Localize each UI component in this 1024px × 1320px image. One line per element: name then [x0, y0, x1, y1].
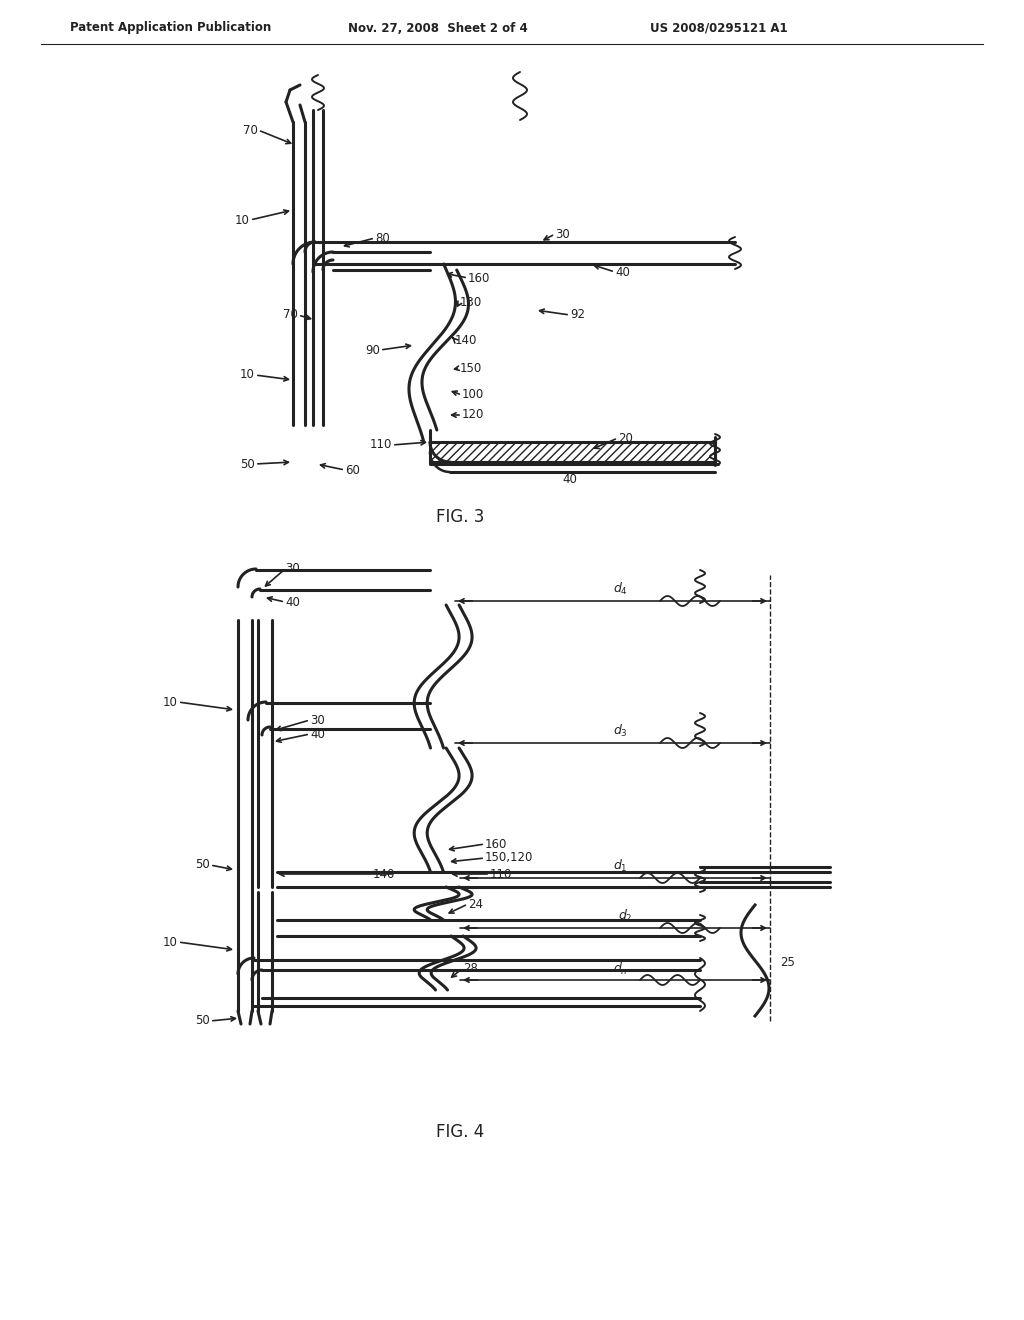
Text: 28: 28 — [463, 961, 478, 974]
Text: 90: 90 — [366, 343, 380, 356]
Text: 80: 80 — [375, 231, 390, 244]
Text: FIG. 4: FIG. 4 — [436, 1123, 484, 1140]
Text: 10: 10 — [236, 214, 250, 227]
Text: 60: 60 — [345, 463, 359, 477]
Text: 92: 92 — [570, 309, 585, 322]
Text: $d_3$: $d_3$ — [612, 723, 628, 739]
Text: 110: 110 — [370, 438, 392, 451]
Text: 30: 30 — [310, 714, 325, 726]
Text: 40: 40 — [562, 473, 578, 486]
Text: 40: 40 — [615, 265, 630, 279]
Text: 40: 40 — [285, 595, 300, 609]
Text: $d_4$: $d_4$ — [612, 581, 628, 597]
Text: 150: 150 — [460, 362, 482, 375]
Text: Patent Application Publication: Patent Application Publication — [70, 21, 271, 34]
Text: 130: 130 — [460, 296, 482, 309]
Text: 160: 160 — [485, 837, 507, 850]
Text: 110: 110 — [490, 867, 512, 880]
Text: 70: 70 — [283, 309, 298, 322]
Text: 160: 160 — [468, 272, 490, 285]
Text: US 2008/0295121 A1: US 2008/0295121 A1 — [650, 21, 787, 34]
Text: 140: 140 — [373, 867, 395, 880]
Text: 30: 30 — [555, 227, 569, 240]
Text: 10: 10 — [163, 696, 178, 709]
Text: 50: 50 — [196, 1015, 210, 1027]
Text: $d_2$: $d_2$ — [617, 908, 632, 924]
Text: 25: 25 — [780, 957, 795, 969]
Text: 140: 140 — [455, 334, 477, 346]
Text: 40: 40 — [310, 727, 325, 741]
Text: 10: 10 — [240, 368, 255, 381]
Text: 70: 70 — [243, 124, 258, 136]
Text: 30: 30 — [285, 562, 300, 576]
Text: 24: 24 — [468, 898, 483, 911]
Text: $d_1$: $d_1$ — [612, 858, 628, 874]
Text: 150,120: 150,120 — [485, 851, 534, 865]
Text: 100: 100 — [462, 388, 484, 401]
Text: 120: 120 — [462, 408, 484, 421]
Text: 50: 50 — [241, 458, 255, 470]
Text: 10: 10 — [163, 936, 178, 949]
Text: Nov. 27, 2008  Sheet 2 of 4: Nov. 27, 2008 Sheet 2 of 4 — [348, 21, 527, 34]
Text: $d_n$: $d_n$ — [612, 961, 628, 977]
Text: 50: 50 — [196, 858, 210, 871]
Text: 20: 20 — [618, 432, 633, 445]
Text: FIG. 3: FIG. 3 — [436, 508, 484, 525]
Bar — [430, 442, 715, 462]
